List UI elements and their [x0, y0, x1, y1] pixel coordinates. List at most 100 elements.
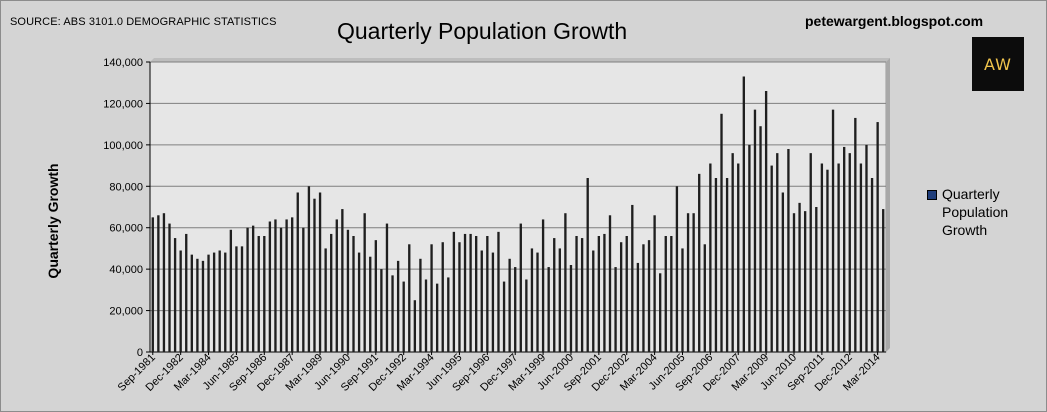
bar [380, 269, 383, 352]
bar [703, 244, 706, 352]
bar [859, 163, 863, 352]
bar [151, 217, 154, 352]
bar [820, 163, 824, 352]
bar [463, 233, 467, 352]
bar [530, 248, 534, 352]
bar [809, 153, 812, 352]
bar [224, 252, 227, 352]
bar [396, 260, 400, 352]
bar [686, 213, 690, 352]
bar [575, 236, 578, 352]
bar [580, 238, 584, 352]
bar [586, 178, 589, 352]
bar [642, 244, 645, 352]
bar [207, 254, 210, 352]
bar [815, 207, 818, 352]
plot-top-face [150, 58, 890, 62]
bar [157, 215, 160, 352]
bar [720, 113, 723, 352]
bar [357, 252, 361, 352]
bar [335, 219, 338, 352]
bar [876, 122, 879, 352]
bar [168, 223, 171, 352]
bar [681, 248, 684, 352]
bar [536, 252, 539, 352]
bar [296, 192, 299, 352]
bar [374, 240, 377, 352]
bar [502, 281, 506, 352]
bar [424, 279, 428, 352]
bar [569, 265, 573, 352]
bar [435, 283, 439, 352]
bar [201, 260, 205, 352]
bar [731, 153, 734, 352]
bar [714, 178, 718, 352]
bar [843, 146, 846, 352]
bar [313, 198, 316, 352]
bar [419, 258, 422, 352]
bar [653, 215, 656, 352]
bar [246, 227, 249, 352]
bar [742, 76, 745, 352]
bar [235, 246, 238, 352]
bar [408, 244, 411, 352]
bar [603, 233, 606, 352]
bar [486, 236, 489, 352]
bar [625, 236, 628, 352]
bar [480, 250, 483, 352]
bar [725, 178, 729, 352]
aw-logo: AW [972, 37, 1024, 91]
bar [475, 236, 478, 352]
bar [469, 233, 472, 352]
bar [692, 213, 695, 352]
bar [558, 248, 561, 352]
bar [430, 244, 433, 352]
bar [441, 242, 444, 352]
bar [748, 144, 751, 352]
bar [564, 213, 567, 352]
bar [759, 126, 762, 353]
bar [240, 246, 244, 352]
bar [274, 219, 277, 352]
bar [541, 219, 545, 352]
bar [196, 258, 199, 352]
bar [491, 252, 495, 352]
bar [753, 109, 757, 352]
bar [363, 213, 366, 352]
y-tick-label: 80,000 [109, 181, 143, 193]
bar [597, 236, 601, 352]
chart-title: Quarterly Population Growth [337, 18, 628, 44]
bar [781, 192, 785, 352]
bar [190, 254, 193, 352]
bar [698, 173, 701, 352]
plot-side-face [886, 58, 890, 352]
bar [218, 250, 221, 352]
bar [307, 186, 311, 352]
legend: Quarterly Population Growth [927, 185, 1038, 239]
bar [659, 273, 662, 352]
bar [803, 211, 807, 352]
y-tick-label: 40,000 [109, 264, 143, 276]
bar [179, 250, 182, 352]
bar [798, 202, 801, 352]
legend-label: Quarterly Population Growth [942, 186, 1009, 238]
bar [647, 240, 651, 352]
y-tick-label: 20,000 [109, 306, 143, 318]
bar [525, 279, 528, 352]
bar [508, 258, 511, 352]
y-tick-label: 0 [137, 347, 143, 359]
bar [391, 275, 394, 352]
bar [257, 236, 260, 352]
bar [318, 192, 322, 352]
bar [547, 267, 550, 352]
bar [854, 117, 857, 353]
bar [330, 233, 333, 352]
bar [346, 229, 350, 352]
aw-logo-text: AW [984, 54, 1012, 74]
y-tick-label: 60,000 [109, 223, 143, 235]
bar [497, 231, 500, 352]
bar [514, 267, 517, 352]
bar [614, 267, 617, 352]
